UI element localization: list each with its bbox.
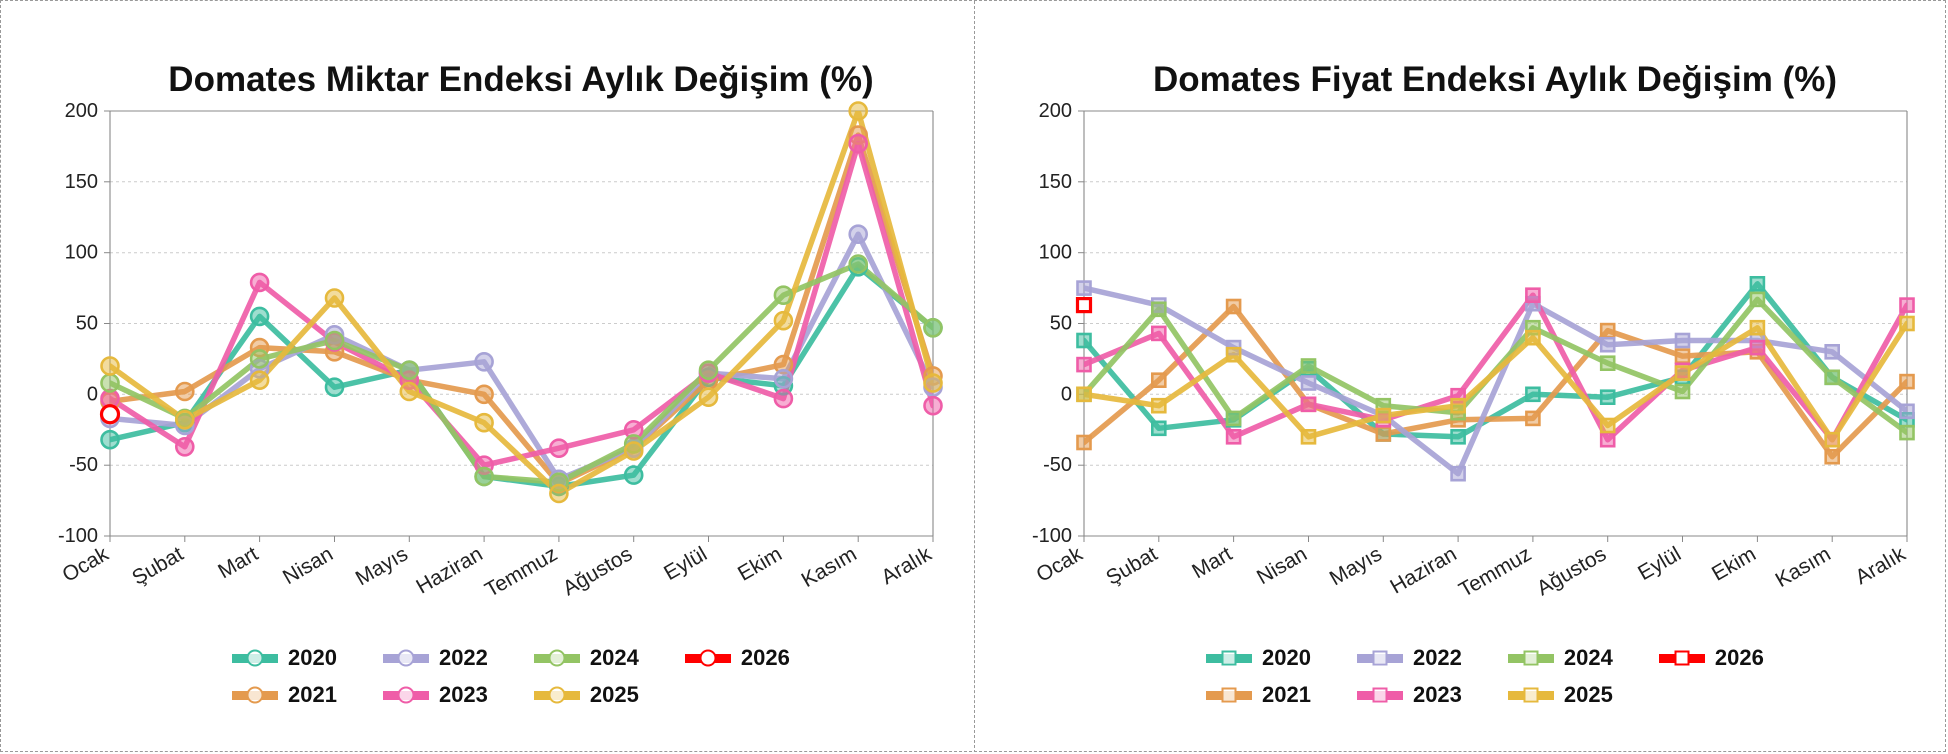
svg-text:Mayıs: Mayıs xyxy=(1326,542,1386,590)
svg-text:100: 100 xyxy=(1039,242,1072,264)
svg-text:Şubat: Şubat xyxy=(1102,542,1161,589)
svg-text:Kasım: Kasım xyxy=(1772,542,1835,592)
svg-text:Mart: Mart xyxy=(1188,542,1236,583)
svg-text:-100: -100 xyxy=(58,525,98,547)
svg-text:Ekim: Ekim xyxy=(734,542,786,585)
svg-text:Eylül: Eylül xyxy=(660,542,711,585)
svg-text:Domates Miktar Endeksi Aylık D: Domates Miktar Endeksi Aylık Değişim (%) xyxy=(168,60,873,99)
svg-text:Nisan: Nisan xyxy=(279,542,337,589)
svg-text:Haziran: Haziran xyxy=(1386,542,1460,598)
svg-text:Mayıs: Mayıs xyxy=(352,542,412,590)
svg-text:Ağustos: Ağustos xyxy=(1533,542,1610,600)
svg-text:Nisan: Nisan xyxy=(1253,542,1311,589)
svg-text:0: 0 xyxy=(1061,383,1072,405)
svg-text:Eylül: Eylül xyxy=(1634,542,1685,585)
svg-text:Ocak: Ocak xyxy=(59,542,113,587)
svg-text:Şubat: Şubat xyxy=(128,542,187,589)
svg-text:50: 50 xyxy=(76,313,98,335)
svg-text:100: 100 xyxy=(65,242,98,264)
svg-text:150: 150 xyxy=(1039,171,1072,193)
svg-text:-50: -50 xyxy=(69,454,98,476)
svg-text:Haziran: Haziran xyxy=(412,542,486,598)
svg-text:Ocak: Ocak xyxy=(1033,542,1087,587)
svg-text:Temmuz: Temmuz xyxy=(481,542,561,602)
svg-text:Kasım: Kasım xyxy=(798,542,861,592)
svg-text:-100: -100 xyxy=(1032,525,1072,547)
svg-text:-50: -50 xyxy=(1043,454,1072,476)
svg-text:200: 200 xyxy=(65,100,98,122)
svg-text:200: 200 xyxy=(1039,100,1072,122)
svg-text:Temmuz: Temmuz xyxy=(1455,542,1535,602)
svg-text:50: 50 xyxy=(1050,313,1072,335)
svg-text:Aralık: Aralık xyxy=(1852,542,1910,589)
svg-text:Mart: Mart xyxy=(214,542,262,583)
svg-text:0: 0 xyxy=(87,383,98,405)
svg-text:Ekim: Ekim xyxy=(1708,542,1760,585)
svg-text:Ağustos: Ağustos xyxy=(559,542,636,600)
svg-text:150: 150 xyxy=(65,171,98,193)
svg-text:Domates Fiyat Endeksi Aylık De: Domates Fiyat Endeksi Aylık Değişim (%) xyxy=(1153,60,1837,99)
svg-text:Aralık: Aralık xyxy=(878,542,936,589)
